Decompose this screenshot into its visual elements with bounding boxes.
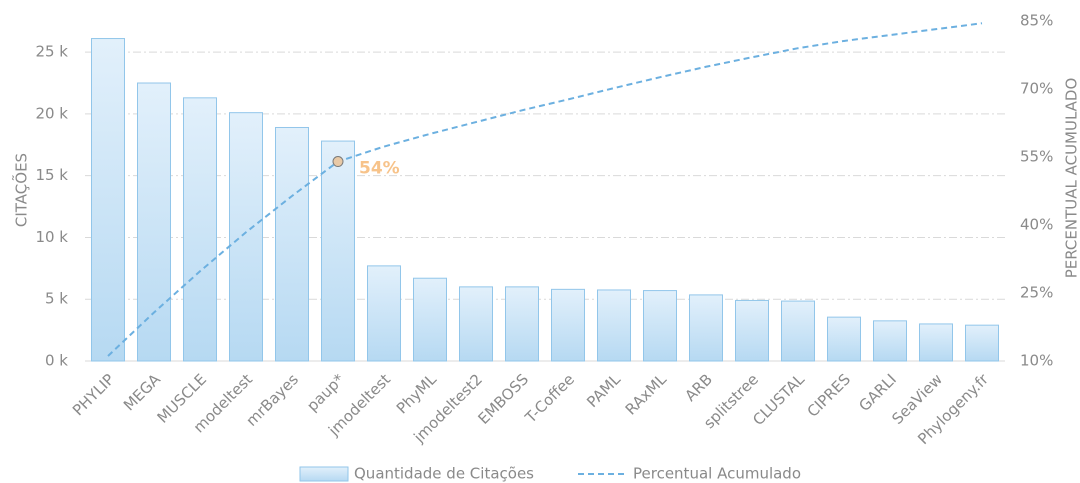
x-tick-label: EMBOSS bbox=[475, 370, 532, 427]
point bbox=[332, 156, 344, 168]
y-tick-label: 25 k bbox=[35, 43, 68, 61]
y2-tick-label: 70% bbox=[1020, 80, 1053, 98]
y2-tick-label: 25% bbox=[1020, 284, 1053, 302]
x-tick-label: RAxML bbox=[622, 370, 671, 419]
y-tick-label: 0 k bbox=[45, 352, 68, 370]
y-tick-label: 10 k bbox=[35, 228, 68, 246]
x-tick-label: ARB bbox=[681, 370, 716, 405]
y2-tick-label: 55% bbox=[1020, 148, 1053, 166]
y-tick-label: 5 k bbox=[45, 290, 68, 308]
x-tick-label: CLUSTAL bbox=[749, 370, 808, 429]
y2-tick-label: 10% bbox=[1020, 352, 1053, 370]
bar bbox=[551, 288, 585, 362]
x-tick-label: PHYLIP bbox=[69, 370, 118, 419]
bar bbox=[275, 126, 309, 362]
legend-swatch bbox=[299, 466, 349, 482]
legend-label: Quantidade de Citações bbox=[354, 465, 534, 483]
x-tick-label: paup* bbox=[303, 370, 348, 415]
bar bbox=[413, 277, 447, 362]
bar bbox=[965, 324, 999, 362]
bar bbox=[827, 316, 861, 362]
y2-tick-label: 40% bbox=[1020, 216, 1053, 234]
line bbox=[107, 22, 983, 357]
bar bbox=[459, 286, 493, 362]
x-tick-label: PAML bbox=[583, 370, 624, 411]
bar bbox=[183, 97, 217, 362]
data-label: 54% bbox=[359, 159, 400, 179]
y2-axis-label: PERCENTUAL ACUMULADO bbox=[1063, 78, 1080, 279]
y2-tick-label: 85% bbox=[1020, 12, 1053, 30]
bar bbox=[91, 38, 125, 362]
x-tick-label: CIPRES bbox=[804, 370, 854, 420]
bar bbox=[643, 290, 677, 362]
bar bbox=[873, 320, 907, 362]
y-tick-label: 20 k bbox=[35, 104, 68, 122]
bar bbox=[229, 112, 263, 362]
bar bbox=[367, 265, 401, 362]
y-tick-label: 15 k bbox=[35, 166, 68, 184]
bar bbox=[735, 299, 769, 362]
bar bbox=[919, 323, 953, 362]
y-axis-label: CITAÇÕES bbox=[12, 153, 31, 227]
bar bbox=[689, 294, 723, 362]
x-tick-label: GARLI bbox=[855, 370, 900, 415]
bar bbox=[781, 300, 815, 362]
bar bbox=[137, 82, 171, 362]
x-tick-label: T-Coffee bbox=[521, 370, 578, 427]
bar bbox=[597, 289, 631, 362]
x-tick-label: MEGA bbox=[120, 370, 165, 415]
bar bbox=[321, 140, 355, 362]
bar bbox=[505, 286, 539, 362]
legend-label: Percentual Acumulado bbox=[633, 465, 801, 483]
